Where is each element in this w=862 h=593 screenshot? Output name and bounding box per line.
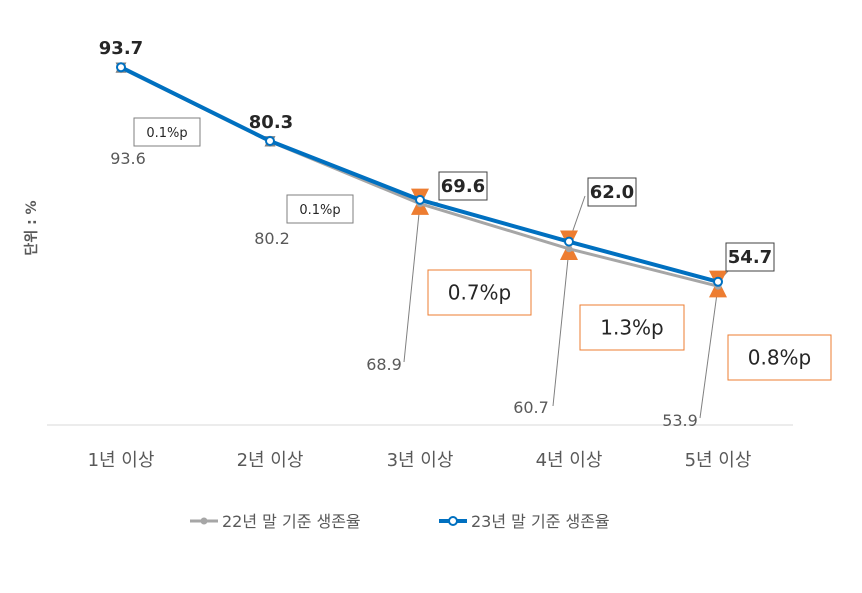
- difference-arrows: [115, 61, 727, 298]
- data-label-22: 68.9: [366, 355, 402, 374]
- label-leader-line: [552, 248, 570, 407]
- legend: 22년 말 기준 생존율 23년 말 기준 생존율: [190, 512, 610, 531]
- data-label-23: 80.3: [249, 112, 293, 133]
- difference-label: 0.8%p: [748, 346, 812, 370]
- x-tick-label: 3년 이상: [387, 450, 454, 471]
- series-23-point: [116, 62, 126, 73]
- legend-swatch-marker: [200, 517, 208, 525]
- difference-label-box: [727, 334, 832, 381]
- x-tick-label: 1년 이상: [88, 450, 155, 471]
- data-label-box: [438, 171, 488, 201]
- label-leader-line: [403, 203, 421, 363]
- series-23-point: [564, 236, 574, 247]
- series-line-22: [120, 66, 719, 288]
- data-label-23: 69.6: [441, 176, 485, 197]
- difference-label: 0.1%p: [299, 203, 340, 218]
- legend-swatch-marker: [448, 516, 458, 526]
- series-line-23: [120, 65, 719, 284]
- data-label-22: 60.7: [513, 398, 549, 417]
- difference-label: 0.7%p: [448, 281, 512, 305]
- difference-label-box: [427, 269, 532, 316]
- y-axis-label: 단위 : %: [23, 200, 40, 255]
- data-label-23: 93.7: [99, 38, 143, 59]
- x-tick-label: 5년 이상: [685, 450, 752, 471]
- data-label-22: 93.6: [110, 149, 146, 168]
- difference-label-box: [286, 194, 354, 224]
- x-tick-label: 2년 이상: [237, 450, 304, 471]
- series-23-point: [713, 276, 723, 287]
- series-lines: [116, 62, 723, 290]
- legend-entry: 23년 말 기준 생존율: [471, 512, 610, 531]
- data-label-23: 54.7: [728, 247, 772, 268]
- data-labels: 93.7 80.3 69.6 62.0 54.7 93.6 80.2 68.9 60.7 53.9: [99, 38, 775, 430]
- data-label-box: [587, 177, 637, 207]
- data-label-box: [725, 242, 775, 272]
- data-label-22: 80.2: [254, 229, 290, 248]
- difference-label-box: [579, 304, 685, 351]
- series-23-point: [415, 194, 425, 205]
- series-22-point: [565, 245, 573, 253]
- data-label-22: 53.9: [662, 411, 698, 430]
- difference-label: 0.1%p: [146, 126, 187, 141]
- difference-label: 1.3%p: [600, 316, 664, 340]
- x-axis-ticks: 1년 이상 2년 이상 3년 이상 4년 이상 5년 이상: [88, 450, 752, 471]
- label-leader-line: [699, 286, 719, 419]
- difference-label-box: [133, 117, 201, 147]
- label-leader-line: [568, 195, 586, 242]
- y-axis-label-group: 단위 : %: [23, 200, 40, 255]
- series-23-point: [265, 136, 275, 146]
- data-label-23: 62.0: [590, 182, 634, 203]
- difference-labels: 0.1%p 0.1%p 0.7%p 1.3%p 0.8%p: [133, 117, 832, 381]
- legend-entry: 22년 말 기준 생존율: [222, 512, 361, 531]
- x-tick-label: 4년 이상: [536, 450, 603, 471]
